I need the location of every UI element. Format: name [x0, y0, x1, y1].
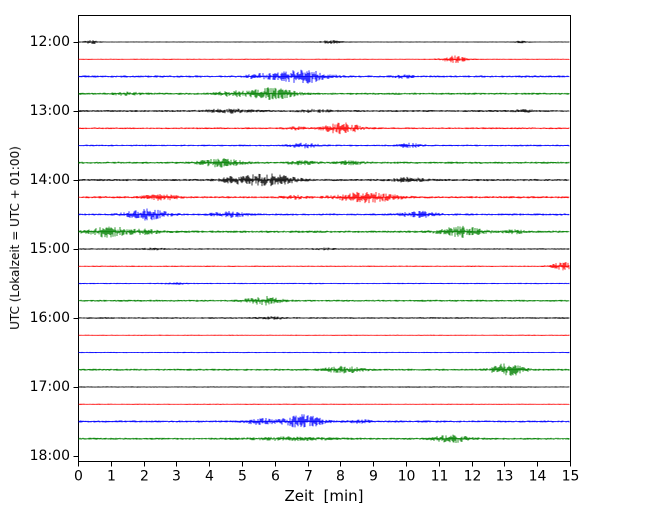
- y-axis-label: UTC (Lokalzeit = UTC + 01:00): [8, 146, 22, 330]
- x-axis-label: Zeit [min]: [284, 487, 364, 505]
